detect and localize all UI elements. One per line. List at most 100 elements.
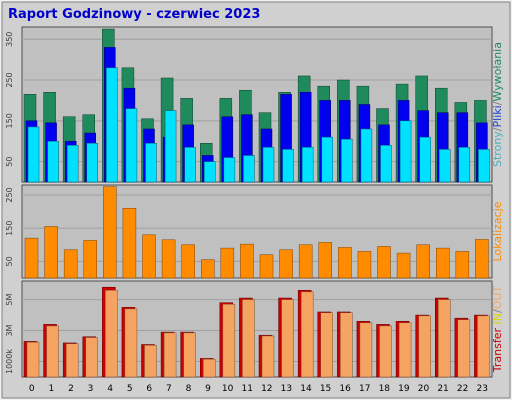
- legend-part: Pliki: [491, 105, 504, 127]
- bar-sites: [220, 247, 235, 279]
- x-tick-label: 22: [457, 384, 468, 394]
- bar-transfer-out: [65, 343, 79, 378]
- bar-pages: [125, 108, 138, 183]
- bar-pages: [380, 145, 392, 183]
- bar-pages: [419, 136, 431, 183]
- x-tick-label: 23: [476, 384, 487, 394]
- bar-sites: [279, 249, 293, 279]
- bar-pages: [223, 157, 236, 183]
- bar-sites: [455, 251, 470, 279]
- y-tick-label: 5M: [5, 293, 14, 305]
- y-tick-label: 250: [5, 72, 14, 87]
- bar-pages: [360, 128, 373, 183]
- x-tick-label: 12: [261, 384, 272, 394]
- legend-part: OUT: [491, 286, 504, 310]
- bar-transfer-out: [163, 332, 177, 378]
- bar-pages: [282, 149, 294, 183]
- bar-sites: [83, 240, 97, 279]
- x-tick-label: 18: [379, 384, 391, 394]
- x-tick-label: 15: [320, 384, 331, 394]
- bar-pages: [164, 110, 177, 183]
- bar-transfer-out: [46, 325, 59, 378]
- bar-transfer-out: [379, 325, 392, 378]
- x-tick-label: 2: [68, 384, 74, 394]
- bar-pages: [66, 145, 79, 183]
- bar-sites: [318, 242, 332, 279]
- x-tick-label: 0: [29, 384, 35, 394]
- bar-transfer-out: [320, 312, 333, 378]
- bar-pages: [145, 143, 157, 183]
- bar-sites: [103, 186, 117, 279]
- y-tick-label: 150: [5, 221, 14, 236]
- y-tick-label: 3M: [5, 324, 14, 336]
- bar-transfer-out: [418, 315, 431, 378]
- bar-sites: [377, 246, 391, 279]
- x-axis-hour-labels: 0 1 2 3 4 5 6 7 8 9 10 11 12 13 14 15 16 17 18 19 20 21 22 23: [29, 384, 488, 394]
- bar-sites: [240, 243, 254, 279]
- bar-sites: [161, 239, 176, 279]
- bar-sites: [63, 249, 78, 279]
- bar-pages: [204, 161, 216, 183]
- bar-pages: [301, 147, 314, 183]
- legend-part: Strony: [491, 131, 504, 167]
- bar-sites: [298, 244, 313, 279]
- bar-pages: [184, 147, 196, 183]
- series-legend-label: Lokalizacje: [491, 201, 504, 261]
- bar-transfer-out: [398, 322, 412, 378]
- y-tick-label: 350: [5, 32, 14, 47]
- bar-sites: [396, 252, 411, 279]
- chart-panel-1: 50 150 250 350 Strony/Pliki/Wywołania: [5, 26, 504, 183]
- bar-pages: [106, 67, 118, 183]
- x-tick-label: 7: [166, 384, 172, 394]
- bar-sites: [201, 259, 215, 279]
- bar-sites: [181, 244, 195, 279]
- legend-part: Lokalizacje: [491, 201, 504, 261]
- bar-transfer-out: [340, 312, 353, 378]
- legend-part: Transfer: [491, 327, 504, 373]
- bar-transfer-out: [457, 319, 471, 378]
- bar-pages: [27, 126, 40, 183]
- x-tick-label: 6: [146, 384, 152, 394]
- bar-transfer-out: [438, 299, 451, 378]
- bar-sites: [357, 251, 372, 279]
- bar-transfer-out: [183, 332, 196, 378]
- bar-pages: [399, 120, 412, 183]
- x-tick-label: 1: [49, 384, 55, 394]
- legend-part: /: [491, 101, 504, 105]
- bar-transfer-out: [281, 299, 294, 378]
- x-tick-label: 5: [127, 384, 133, 394]
- bar-transfer-out: [26, 341, 40, 378]
- y-tick-label: 150: [5, 113, 14, 128]
- bar-pages: [262, 147, 275, 183]
- legend-part: /: [491, 127, 504, 131]
- x-tick-label: 3: [88, 384, 94, 394]
- plot-area: [21, 280, 493, 378]
- y-tick-label: 50: [5, 256, 14, 266]
- x-tick-label: 8: [186, 384, 192, 394]
- bar-pages: [243, 155, 255, 183]
- x-tick-label: 9: [205, 384, 211, 394]
- bar-sites: [44, 226, 58, 279]
- bar-pages: [86, 143, 98, 183]
- chart-title: Raport Godzinowy - czerwiec 2023: [8, 7, 260, 22]
- bar-sites: [436, 247, 450, 279]
- bar-transfer-out: [203, 358, 216, 378]
- series-legend-label: Transfer IN/OUT: [491, 286, 504, 374]
- bar-transfer-out: [105, 290, 118, 378]
- bar-transfer-out: [300, 291, 314, 378]
- legend-part: IN: [491, 313, 504, 328]
- plot-area: [21, 26, 493, 183]
- bar-pages: [341, 138, 353, 183]
- chart-panel-3: 1000k 3M 5M Transfer IN/OUT: [5, 280, 504, 378]
- bar-transfer-out: [261, 335, 275, 378]
- x-tick-label: 21: [437, 384, 448, 394]
- bar-sites: [338, 247, 352, 279]
- legend-part: /: [491, 309, 504, 313]
- bar-sites: [142, 234, 156, 279]
- bar-pages: [321, 136, 333, 183]
- series-legend-label: Strony/Pliki/Wywołania: [491, 42, 504, 167]
- x-tick-label: 14: [300, 384, 312, 394]
- x-tick-label: 11: [241, 384, 252, 394]
- y-tick-label: 50: [5, 157, 14, 167]
